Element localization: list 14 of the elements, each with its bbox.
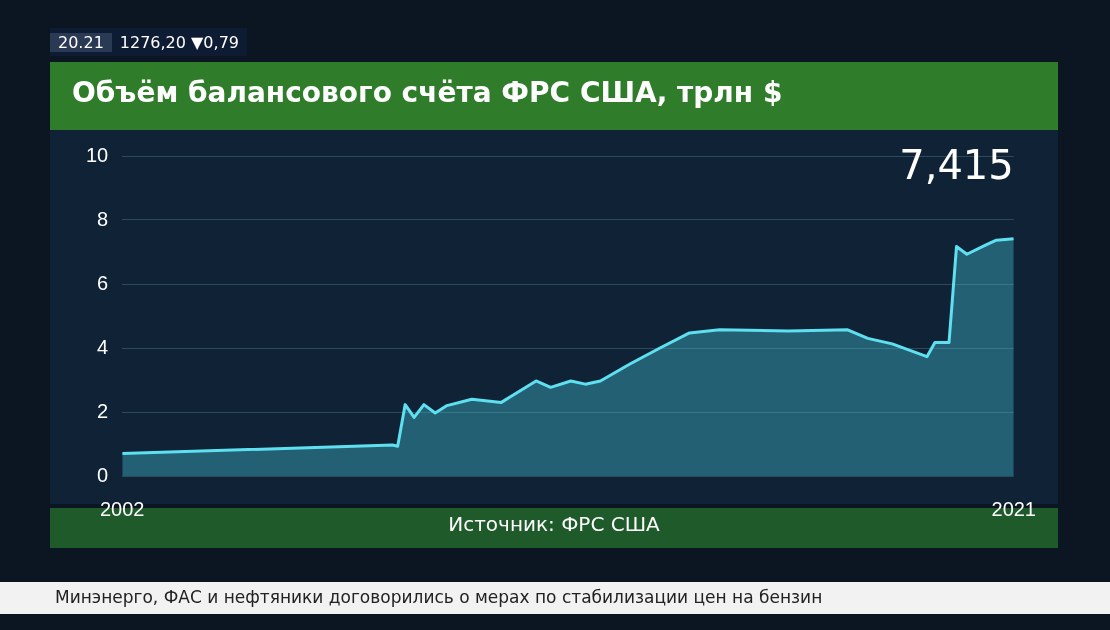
annotation: 7,415	[899, 142, 1014, 189]
y-tick-label: 6	[97, 271, 109, 294]
y-tick-label: 0	[97, 463, 109, 486]
x-tick-label: 2002	[100, 497, 145, 520]
y-tick-label: 8	[97, 207, 109, 230]
text: 1276,20 ▼0,79	[118, 32, 240, 52]
x-tick-label: 2021	[991, 497, 1036, 520]
text: Минэнерго, ФАС и нефтяники договорились о мерах по стабилизации цен на бензин	[0, 582, 1110, 614]
text: Источник: ФРС США	[448, 512, 660, 536]
y-tick-label: 2	[97, 399, 109, 422]
chart-title: Объём балансового счёта ФРС США, трлн $	[50, 62, 1058, 130]
y-tick-label: 10	[86, 143, 109, 166]
y-tick-label: 4	[97, 335, 109, 358]
text: 20.21	[50, 32, 112, 52]
